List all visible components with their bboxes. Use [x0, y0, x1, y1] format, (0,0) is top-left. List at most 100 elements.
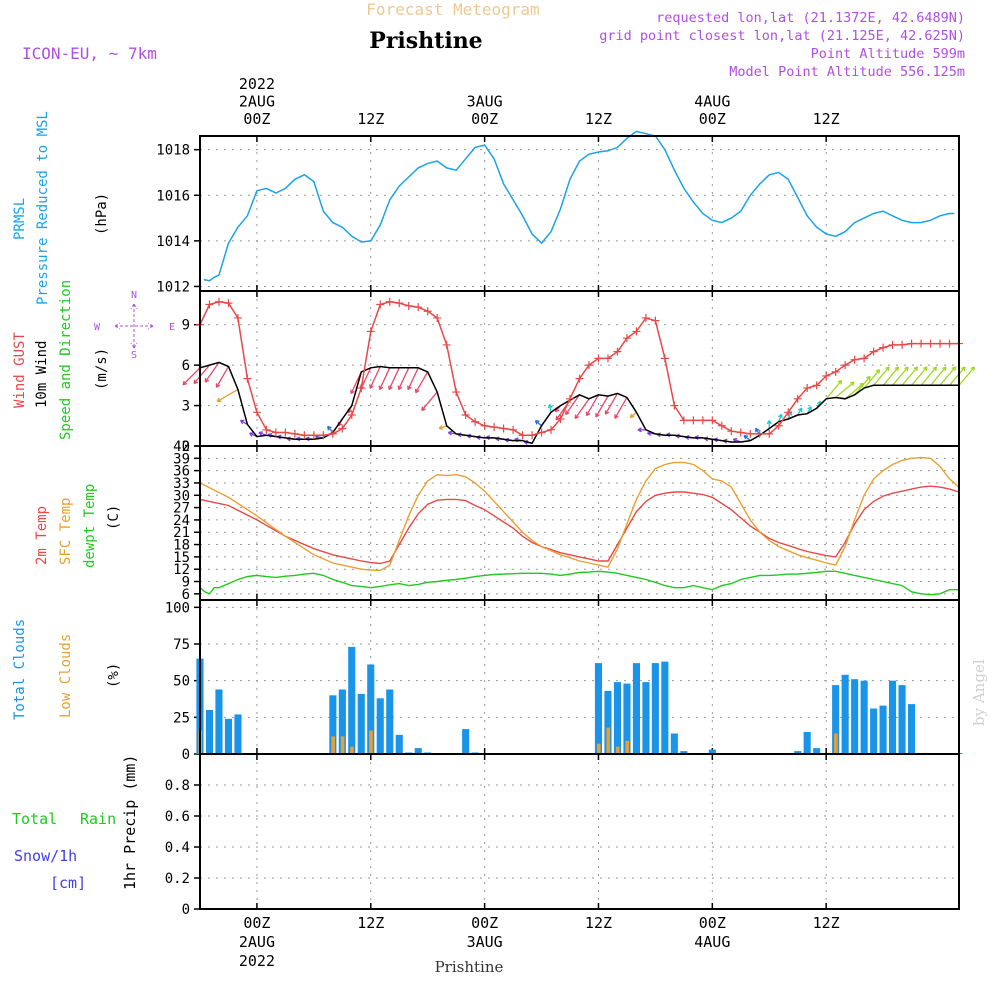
wind-gust-marker	[936, 339, 945, 348]
wind-gust-marker	[793, 394, 802, 403]
wind-barb-head	[182, 380, 188, 386]
low-cloud-bar	[834, 733, 838, 754]
temp-dewpt-line	[199, 570, 959, 596]
wind-barb-head	[797, 407, 803, 413]
top-time-label: 12Z	[813, 110, 840, 128]
wind-barb	[604, 393, 619, 415]
wind-barb-head	[204, 378, 210, 383]
total-cloud-bar	[224, 718, 232, 754]
wind-gust-marker	[822, 371, 831, 380]
panel-frame	[199, 753, 960, 910]
wind-gust-marker	[641, 313, 650, 322]
wind-barb-head	[923, 366, 928, 372]
watermark: by Angel	[970, 659, 988, 726]
compass-south: S	[131, 350, 137, 361]
top-time-label: 00Z	[471, 110, 498, 128]
wind-gust-marker	[376, 300, 385, 309]
wind-barb	[844, 382, 864, 400]
bottom-time-label: 4AUG	[694, 933, 730, 951]
wind-barb-head	[904, 366, 909, 372]
wind-barb-head	[438, 425, 444, 430]
y-tick-label: 25	[173, 710, 190, 726]
wind-gust-marker	[708, 416, 717, 425]
y-tick-label: 0.6	[165, 809, 190, 825]
y-tick-label: 1014	[156, 234, 190, 250]
y-tick-label: 18	[173, 538, 190, 554]
wind-gust-marker	[945, 339, 954, 348]
y-tick-label: 1012	[156, 279, 190, 295]
wind-barb-head	[970, 366, 976, 372]
point-altitude: Point Altitude 599m	[811, 46, 965, 62]
low-cloud-bar	[606, 727, 610, 754]
wind-gust-marker	[888, 340, 897, 349]
wind-barb-head	[807, 406, 812, 411]
wind-barb-head	[951, 366, 957, 372]
total-cloud-bar	[898, 685, 906, 754]
wind-gust-marker	[233, 313, 242, 322]
total-cloud-bar	[870, 708, 878, 754]
wind-gust-marker	[537, 428, 546, 437]
y-tick-label: 36	[173, 464, 190, 480]
total-cloud-bar	[860, 680, 868, 754]
y-tick-label: 6	[182, 358, 190, 374]
wind-barb	[565, 394, 581, 415]
wind-gust-marker	[717, 421, 726, 430]
pressure-label-prmsl: PRMSL	[12, 198, 28, 240]
wind-barb-head	[595, 412, 600, 418]
wind-gust-marker	[547, 425, 556, 434]
total-cloud-bar	[632, 663, 640, 754]
bottom-time-label: 12Z	[813, 914, 840, 932]
wind-barb-head	[565, 410, 570, 416]
wind-gust-marker	[831, 367, 840, 376]
bottom-time-label: 00Z	[699, 914, 726, 932]
wind-barb-head	[743, 434, 749, 440]
wind-gust-marker	[917, 339, 926, 348]
wind-gust-marker	[803, 384, 812, 393]
low-cloud-bar	[350, 746, 354, 754]
low-clouds-label: Low Clouds	[58, 634, 74, 718]
wind-barb	[882, 366, 900, 386]
compass-north: N	[131, 290, 137, 301]
temp-2m-line	[199, 485, 960, 565]
wind-barb-head	[755, 427, 760, 433]
top-time-label: 12Z	[585, 110, 612, 128]
precip-total-label: Total	[12, 810, 57, 828]
total-cloud-bar	[889, 680, 897, 754]
wind-barb-head	[350, 389, 355, 395]
wind-barb-head	[614, 414, 619, 419]
wind-gust-marker	[898, 340, 907, 349]
y-tick-label: 50	[173, 674, 190, 690]
wind-gust-marker	[461, 411, 470, 419]
wind-gust-marker	[328, 429, 337, 438]
wind-10m-line	[199, 361, 959, 445]
panel-frame	[199, 135, 960, 292]
wind-speed-dir-label: Speed and Direction	[58, 280, 74, 440]
total-cloud-bar	[329, 695, 337, 754]
wind-barb-head	[885, 366, 890, 372]
wind-gust-marker	[812, 381, 821, 390]
precip-cm-label: [cm]	[50, 874, 86, 892]
panel-frame	[199, 445, 960, 601]
compass-arrows-icon	[114, 303, 154, 349]
precip-snow-label: Snow/1h	[14, 847, 77, 865]
wind-gust-marker	[357, 384, 366, 393]
wind-gust-marker	[594, 354, 603, 363]
wind-gust-marker	[679, 416, 688, 425]
wind-barb	[920, 366, 937, 386]
clouds-unit: (%)	[106, 663, 122, 688]
precip-unit: 1hr Precip (mm)	[121, 755, 139, 890]
wind-barb	[415, 371, 429, 393]
wind-barb	[574, 398, 590, 419]
temp-dewpt-label: dewpt Temp	[82, 484, 98, 568]
wind-barb-head	[239, 419, 245, 425]
wind-barb	[193, 364, 210, 384]
pressure-series-line	[203, 130, 955, 282]
temp-2m-label: 2m Temp	[34, 506, 50, 565]
bottom-time-label: 12Z	[585, 914, 612, 932]
y-tick-label: 9	[182, 318, 190, 334]
compass-west: W	[94, 322, 101, 333]
wind-barb	[835, 381, 855, 398]
total-cloud-bar	[851, 679, 859, 754]
